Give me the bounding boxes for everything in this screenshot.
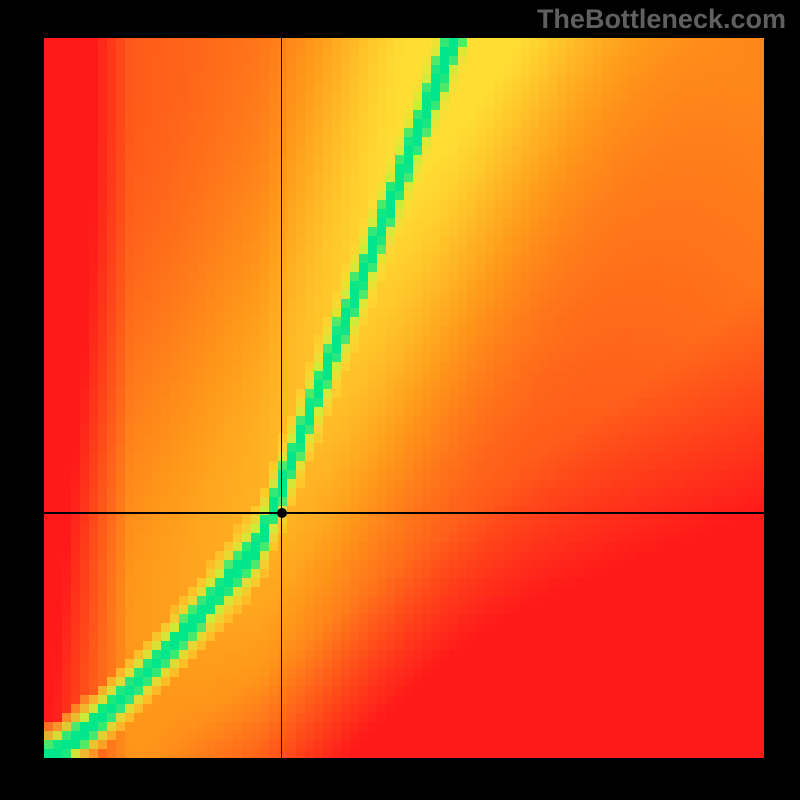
crosshair-marker [277,508,287,518]
heatmap-canvas [44,38,764,758]
watermark-text: TheBottleneck.com [537,4,786,35]
chart-root: TheBottleneck.com [0,0,800,800]
crosshair-horizontal [44,512,764,514]
crosshair-vertical [281,38,283,758]
